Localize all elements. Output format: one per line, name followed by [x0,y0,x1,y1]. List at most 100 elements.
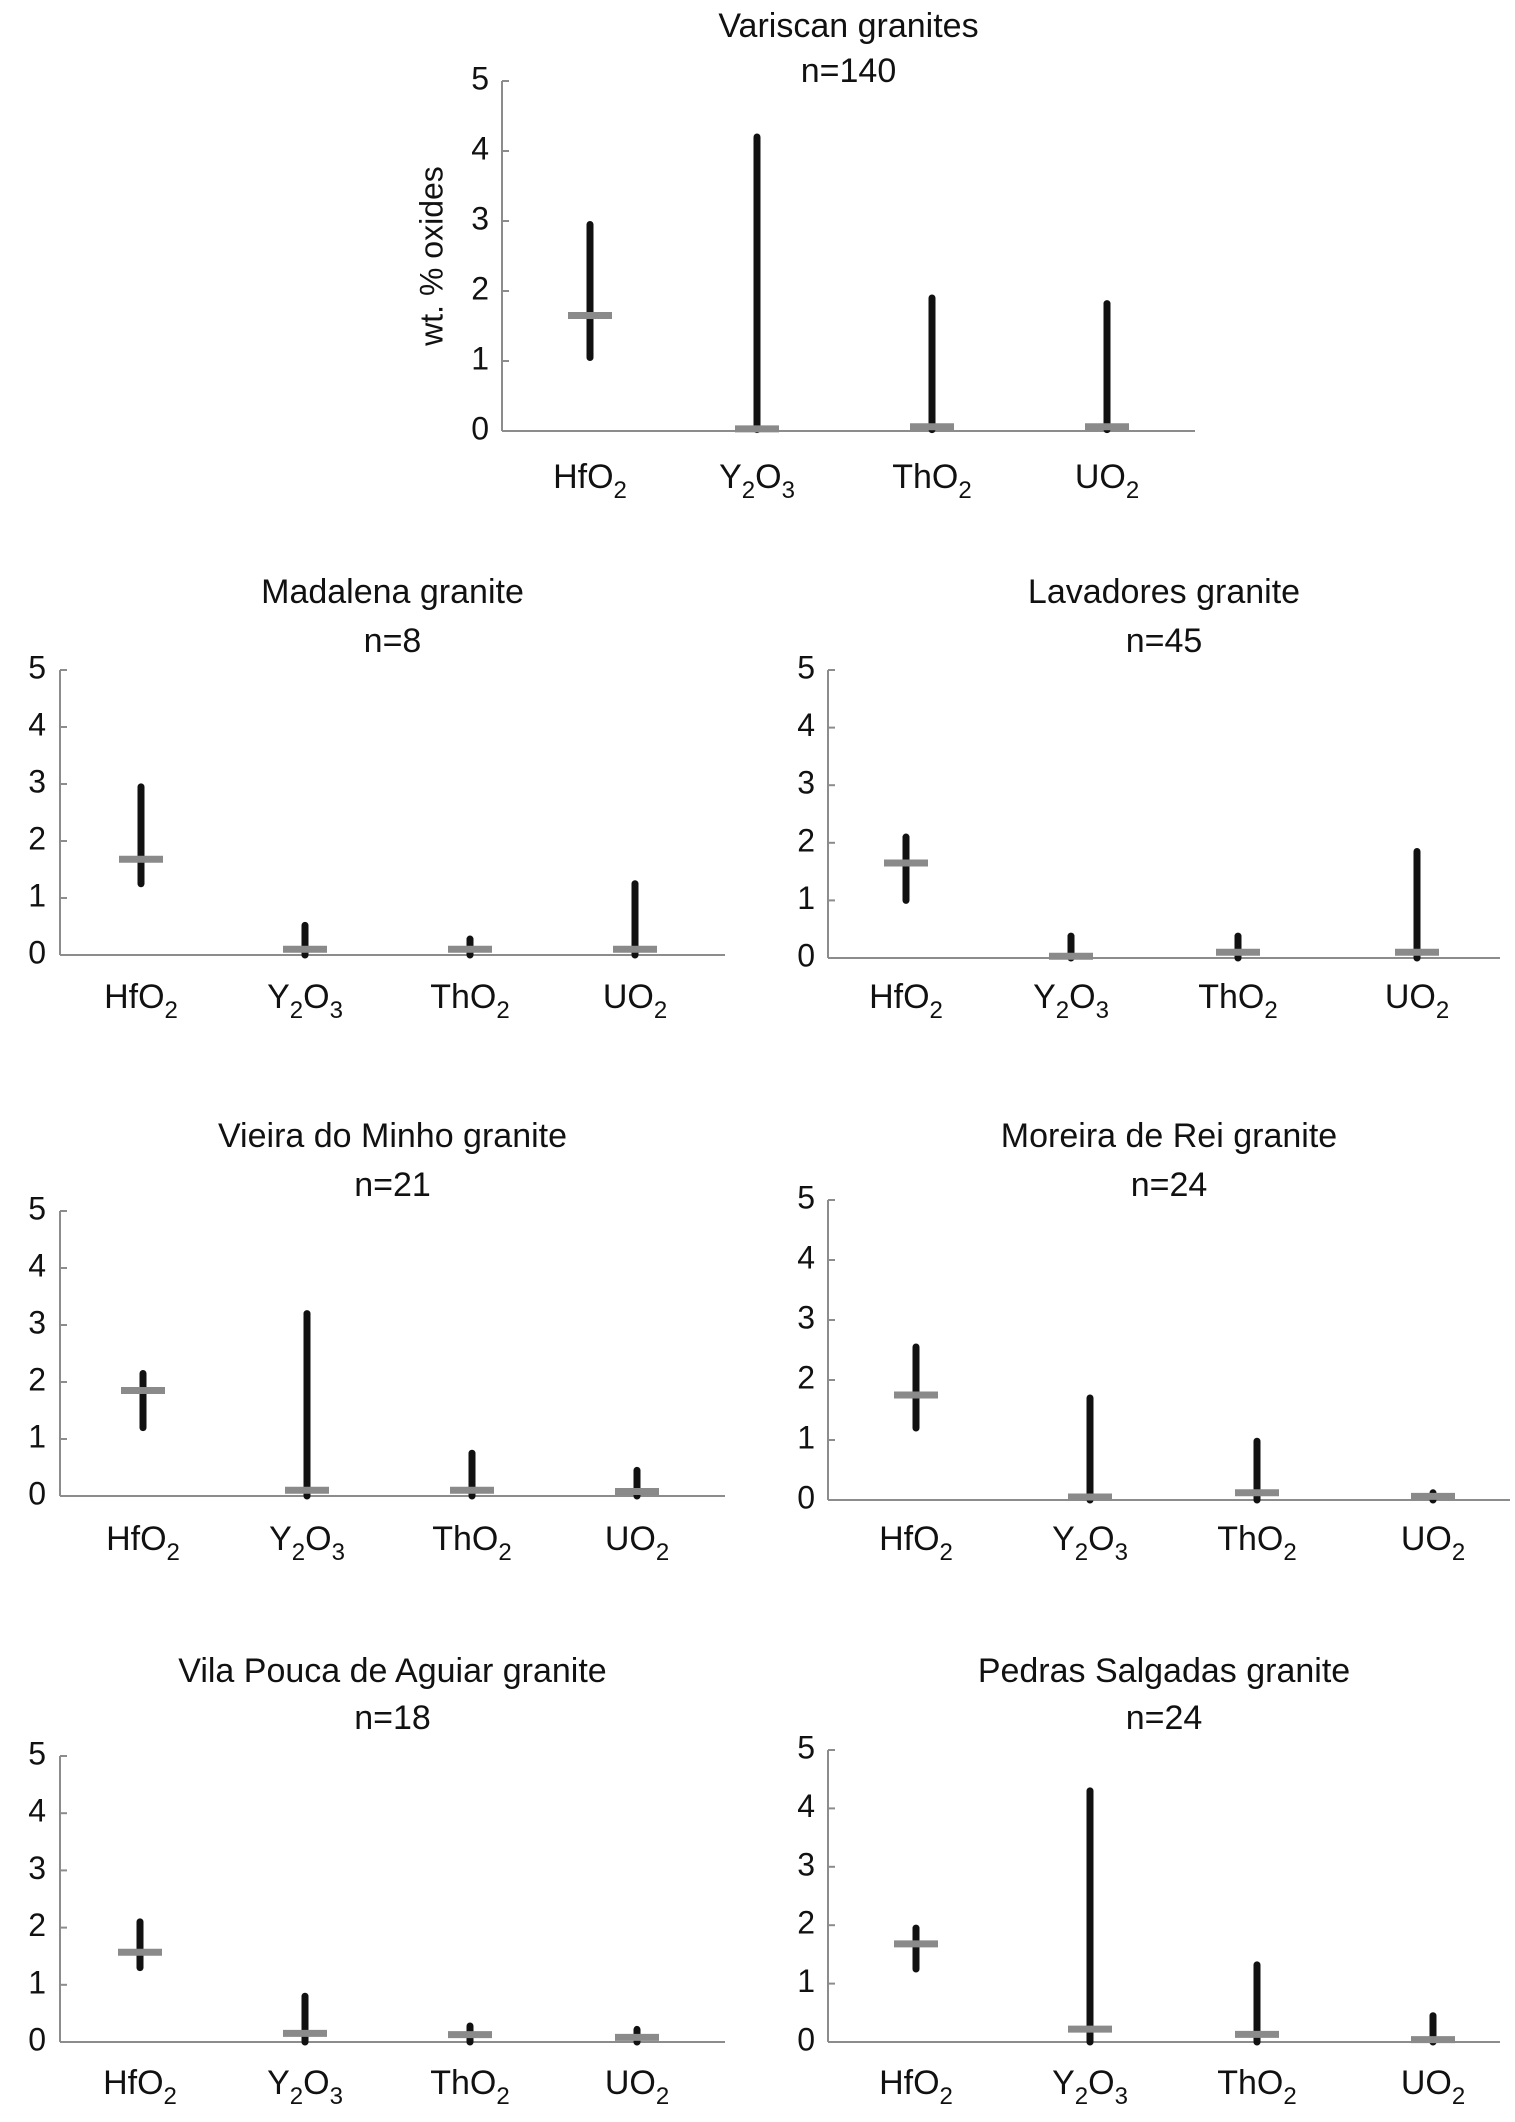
x-tick-label: ThO2 [1217,2064,1296,2110]
subscript: 2 [1452,2083,1465,2110]
x-tick-label: Y2O3 [719,458,795,504]
x-tick-label: UO2 [1401,1520,1465,1566]
formula-part: Y [1033,978,1056,1016]
chart-title: Vieira do Minho granite [218,1117,567,1155]
formula-part: Y [269,1520,292,1558]
formula-part: HfO [106,1520,166,1558]
chart-title: Variscan granites [718,7,978,45]
y-tick-label: 1 [471,340,489,376]
subscript: 3 [332,1539,345,1566]
y-tick-label: 4 [797,1788,815,1824]
x-tick-label: UO2 [605,2064,669,2110]
subscript: 2 [940,1539,953,1566]
y-tick-label: 5 [471,60,489,96]
formula-part: ThO [430,2064,496,2102]
formula-part: ThO [430,978,496,1016]
y-tick-label: 2 [797,1359,815,1395]
y-tick-label: 3 [797,1846,815,1882]
x-tick-label: HfO2 [879,1520,953,1566]
formula-part: O [303,978,329,1016]
y-tick-label: 4 [797,707,815,743]
subscript: 2 [1283,1539,1296,1566]
y-tick-label: 2 [797,822,815,858]
subscript: 2 [654,997,667,1024]
subscript: 2 [498,1539,511,1566]
x-tick-label: HfO2 [104,978,178,1024]
formula-part: UO [1385,978,1436,1016]
subscript: 2 [1126,477,1139,504]
y-tick-label: 3 [28,763,46,799]
y-tick-label: 2 [28,1907,46,1943]
y-tick-label: 0 [28,1475,46,1511]
subscript: 2 [165,997,178,1024]
formula-part: HfO [879,1520,939,1558]
x-tick-label: Y2O3 [269,1520,345,1566]
formula-part: UO [1075,458,1126,496]
y-tick-label: 0 [471,410,489,446]
x-tick-label: Y2O3 [1052,1520,1128,1566]
formula-part: HfO [879,2064,939,2102]
chart-subtitle: n=45 [1126,622,1203,660]
subscript: 2 [496,2083,509,2110]
subscript: 2 [958,477,971,504]
subscript: 2 [167,1539,180,1566]
subscript: 3 [1115,2083,1128,2110]
chart-subtitle: n=18 [354,1699,431,1737]
y-tick-label: 1 [28,1418,46,1454]
formula-part: ThO [1198,978,1264,1016]
chart-subtitle: n=140 [801,52,897,90]
formula-part: O [1069,978,1095,1016]
chart-title: Pedras Salgadas granite [978,1652,1350,1690]
x-tick-label: Y2O3 [267,2064,343,2110]
y-tick-label: 5 [797,1179,815,1215]
formula-part: ThO [432,1520,498,1558]
y-tick-label: 3 [28,1304,46,1340]
x-tick-label: ThO2 [430,978,509,1024]
x-tick-label: ThO2 [1198,978,1277,1024]
x-tick-label: HfO2 [879,2064,953,2110]
formula-part: Y [267,978,290,1016]
y-tick-label: 2 [797,1905,815,1941]
subscript: 3 [782,477,795,504]
subscript: 2 [1075,1539,1088,1566]
y-tick-label: 2 [28,1361,46,1397]
y-tick-label: 3 [797,765,815,801]
formula-part: UO [605,2064,656,2102]
y-tick-label: 4 [797,1239,815,1275]
formula-part: O [303,2064,329,2102]
x-tick-label: UO2 [603,978,667,1024]
x-tick-label: Y2O3 [267,978,343,1024]
subscript: 2 [656,1539,669,1566]
y-tick-label: 4 [471,130,489,166]
y-tick-label: 4 [28,1793,46,1829]
formula-part: UO [1401,1520,1452,1558]
y-axis-label: wt. % oxides [413,166,449,347]
x-tick-label: Y2O3 [1033,978,1109,1024]
x-tick-label: UO2 [1075,458,1139,504]
chart-panel-1: Variscan granites n=140 0 1 2 3 4 5 wt. % oxides… [413,7,1195,504]
formula-part: HfO [553,458,613,496]
y-tick-label: 5 [797,1729,815,1765]
chart-subtitle: n=21 [354,1166,431,1204]
subscript: 2 [496,997,509,1024]
y-tick-label: 2 [471,270,489,306]
x-tick-label: HfO2 [106,1520,180,1566]
subscript: 2 [290,2083,303,2110]
y-tick-label: 4 [28,1247,46,1283]
y-tick-label: 1 [28,877,46,913]
x-tick-label: HfO2 [103,2064,177,2110]
y-tick-label: 1 [797,880,815,916]
subscript: 3 [1115,1539,1128,1566]
subscript: 2 [292,1539,305,1566]
y-tick-label: 0 [797,1479,815,1515]
chart-title: Lavadores granite [1028,573,1300,611]
subscript: 3 [330,2083,343,2110]
chart-subtitle: n=24 [1131,1166,1208,1204]
formula-part: O [305,1520,331,1558]
formula-part: HfO [103,2064,163,2102]
subscript: 2 [930,997,943,1024]
y-tick-label: 3 [28,1850,46,1886]
